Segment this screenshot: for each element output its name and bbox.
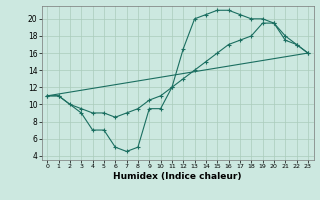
X-axis label: Humidex (Indice chaleur): Humidex (Indice chaleur) [113,172,242,181]
